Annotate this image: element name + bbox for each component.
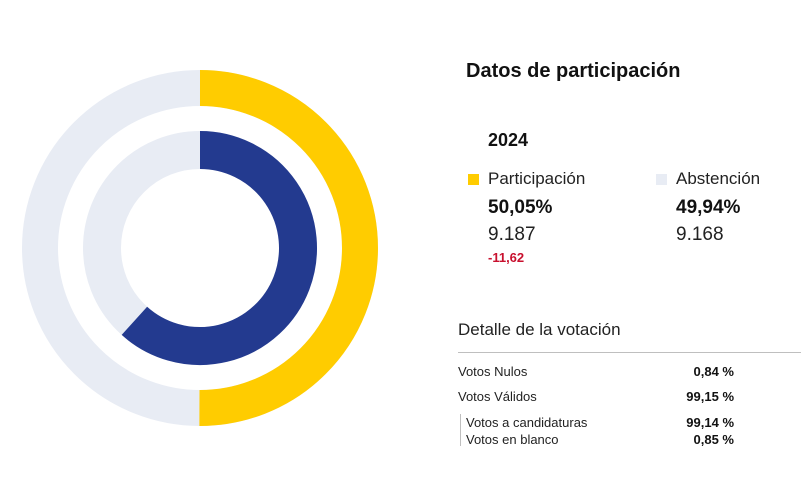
abstencion-pct: 49,94% — [676, 197, 741, 218]
abstencion-label: Abstención — [676, 169, 761, 188]
detalle-title: Detalle de la votación — [458, 320, 621, 339]
abstencion-block: Abstención 49,94% 9.168 — [656, 168, 760, 246]
abstencion-count: 9.168 — [676, 224, 724, 245]
election-year: 2024 — [488, 130, 529, 150]
detalle-subgroup-rule — [460, 414, 461, 446]
detalle-row-label: Votos a candidaturas — [466, 415, 588, 430]
detalle-row-label: Votos en blanco — [466, 432, 559, 447]
detalle-row-candidaturas: Votos a candidaturas 99,14 % — [466, 415, 734, 430]
detalle-row-label: Votos Nulos — [458, 364, 528, 379]
detalle-row-value: 0,85 % — [693, 432, 734, 447]
participacion-pct: 50,05% — [488, 197, 553, 218]
participacion-label: Participación — [488, 169, 586, 188]
detalle-row-value: 99,14 % — [686, 415, 734, 430]
detalle-row-blanco: Votos en blanco 0,85 % — [466, 432, 734, 447]
detalle-row-validos: Votos Válidos 99,15 % — [458, 389, 734, 404]
outer-ring-participacion-slice — [199, 70, 379, 426]
donut-chart — [22, 70, 379, 426]
inner-ring-filled-slice — [121, 131, 317, 365]
participacion-block: Participación 50,05% 9.187 -11,62 — [468, 168, 585, 265]
page-title: Datos de participación — [466, 60, 681, 82]
participacion-change: -11,62 — [488, 250, 525, 265]
detalle-divider — [458, 352, 801, 353]
participacion-swatch — [468, 173, 479, 185]
detalle-row-value: 99,15 % — [686, 389, 734, 404]
abstencion-swatch — [656, 173, 667, 185]
detalle-row-value: 0,84 % — [693, 364, 734, 379]
detalle-row-label: Votos Válidos — [458, 389, 537, 404]
detalle-row-nulos: Votos Nulos 0,84 % — [458, 364, 734, 379]
participacion-count: 9.187 — [488, 224, 536, 245]
